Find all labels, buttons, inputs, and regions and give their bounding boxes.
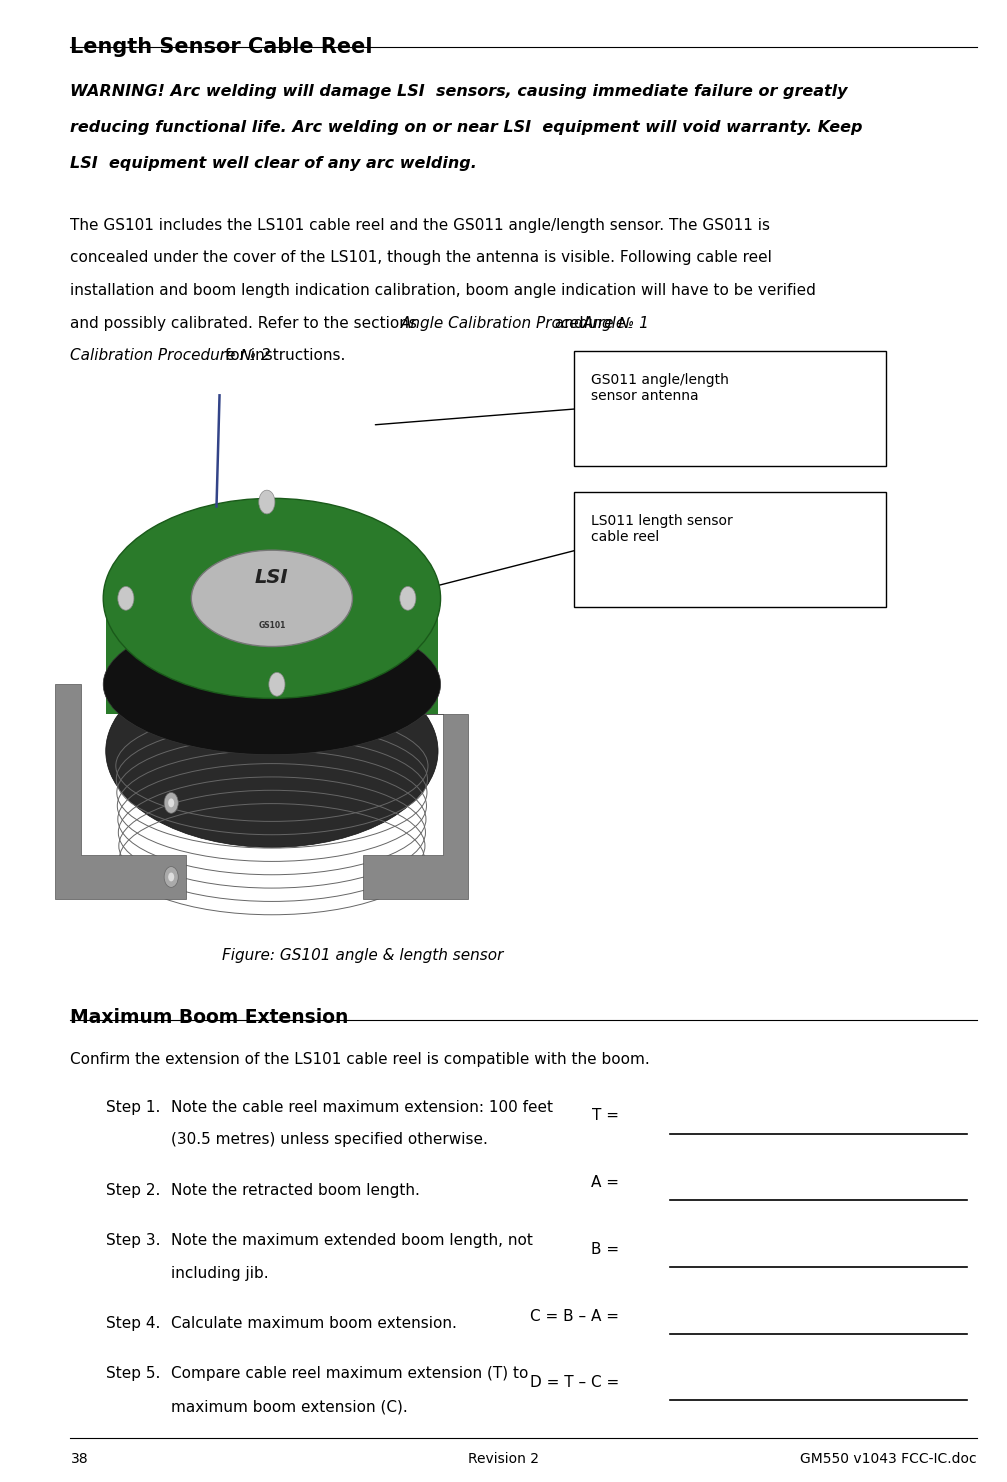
Text: B =: B = (591, 1242, 619, 1257)
Text: Revision 2: Revision 2 (468, 1452, 539, 1466)
Text: D = T – C =: D = T – C = (530, 1375, 619, 1390)
Text: Maximum Boom Extension: Maximum Boom Extension (70, 1008, 348, 1027)
Circle shape (269, 673, 285, 697)
Text: Angle Calibration Procedure № 1: Angle Calibration Procedure № 1 (401, 316, 650, 330)
Text: Step 5.: Step 5. (106, 1366, 160, 1381)
Text: LSI  equipment well clear of any arc welding.: LSI equipment well clear of any arc weld… (70, 156, 477, 170)
Text: The GS101 includes the LS101 cable reel and the GS011 angle/length sensor. The G: The GS101 includes the LS101 cable reel … (70, 218, 770, 233)
Circle shape (164, 867, 178, 888)
Text: maximum boom extension (C).: maximum boom extension (C). (171, 1399, 408, 1414)
Text: Step 3.: Step 3. (106, 1233, 160, 1248)
Text: installation and boom length indication calibration, boom angle indication will : installation and boom length indication … (70, 283, 817, 298)
Circle shape (164, 793, 178, 814)
Circle shape (168, 799, 174, 808)
FancyBboxPatch shape (574, 492, 886, 608)
Ellipse shape (104, 498, 441, 698)
Text: Length Sensor Cable Reel: Length Sensor Cable Reel (70, 37, 373, 56)
Text: GS011 angle/length
sensor antenna: GS011 angle/length sensor antenna (591, 373, 729, 403)
Text: including jib.: including jib. (171, 1266, 269, 1280)
Text: for instructions.: for instructions. (220, 348, 345, 363)
FancyBboxPatch shape (106, 603, 438, 714)
Text: reducing functional life. Arc welding on or near LSI  equipment will void warran: reducing functional life. Arc welding on… (70, 120, 863, 135)
Text: Step 4.: Step 4. (106, 1316, 160, 1331)
Text: Calculate maximum boom extension.: Calculate maximum boom extension. (171, 1316, 457, 1331)
Text: 38: 38 (70, 1452, 89, 1466)
Ellipse shape (106, 655, 438, 848)
Text: (30.5 metres) unless specified otherwise.: (30.5 metres) unless specified otherwise… (171, 1132, 488, 1147)
Text: WARNING! Arc welding will damage LSI  sensors, causing immediate failure or grea: WARNING! Arc welding will damage LSI sen… (70, 84, 848, 99)
Text: Note the retracted boom length.: Note the retracted boom length. (171, 1183, 420, 1197)
Text: LSI: LSI (255, 568, 289, 587)
Text: Figure: GS101 angle & length sensor: Figure: GS101 angle & length sensor (222, 948, 502, 963)
Text: concealed under the cover of the LS101, though the antenna is visible. Following: concealed under the cover of the LS101, … (70, 250, 772, 265)
Text: Calibration Procedure № 2: Calibration Procedure № 2 (70, 348, 271, 363)
Text: LS011 length sensor
cable reel: LS011 length sensor cable reel (591, 514, 733, 544)
Circle shape (259, 491, 275, 514)
Circle shape (400, 587, 416, 611)
Text: Note the cable reel maximum extension: 100 feet: Note the cable reel maximum extension: 1… (171, 1100, 553, 1114)
Text: Step 1.: Step 1. (106, 1100, 160, 1114)
Text: Angle: Angle (583, 316, 626, 330)
FancyBboxPatch shape (574, 351, 886, 467)
Text: Confirm the extension of the LS101 cable reel is compatible with the boom.: Confirm the extension of the LS101 cable… (70, 1052, 651, 1067)
Text: GS101: GS101 (258, 621, 286, 630)
Text: GM550 v1043 FCC-IC.doc: GM550 v1043 FCC-IC.doc (801, 1452, 977, 1466)
Text: Note the maximum extended boom length, not: Note the maximum extended boom length, n… (171, 1233, 533, 1248)
Circle shape (118, 587, 134, 611)
Text: Step 2.: Step 2. (106, 1183, 160, 1197)
Text: Compare cable reel maximum extension (T) to: Compare cable reel maximum extension (T)… (171, 1366, 529, 1381)
Text: A =: A = (591, 1175, 619, 1190)
Ellipse shape (104, 614, 441, 754)
Text: and possibly calibrated. Refer to the sections: and possibly calibrated. Refer to the se… (70, 316, 422, 330)
Text: C = B – A =: C = B – A = (531, 1309, 619, 1323)
Text: T =: T = (592, 1109, 619, 1123)
Polygon shape (55, 685, 186, 900)
Text: and: and (550, 316, 588, 330)
Polygon shape (363, 714, 468, 900)
Circle shape (168, 873, 174, 882)
Ellipse shape (191, 550, 352, 646)
